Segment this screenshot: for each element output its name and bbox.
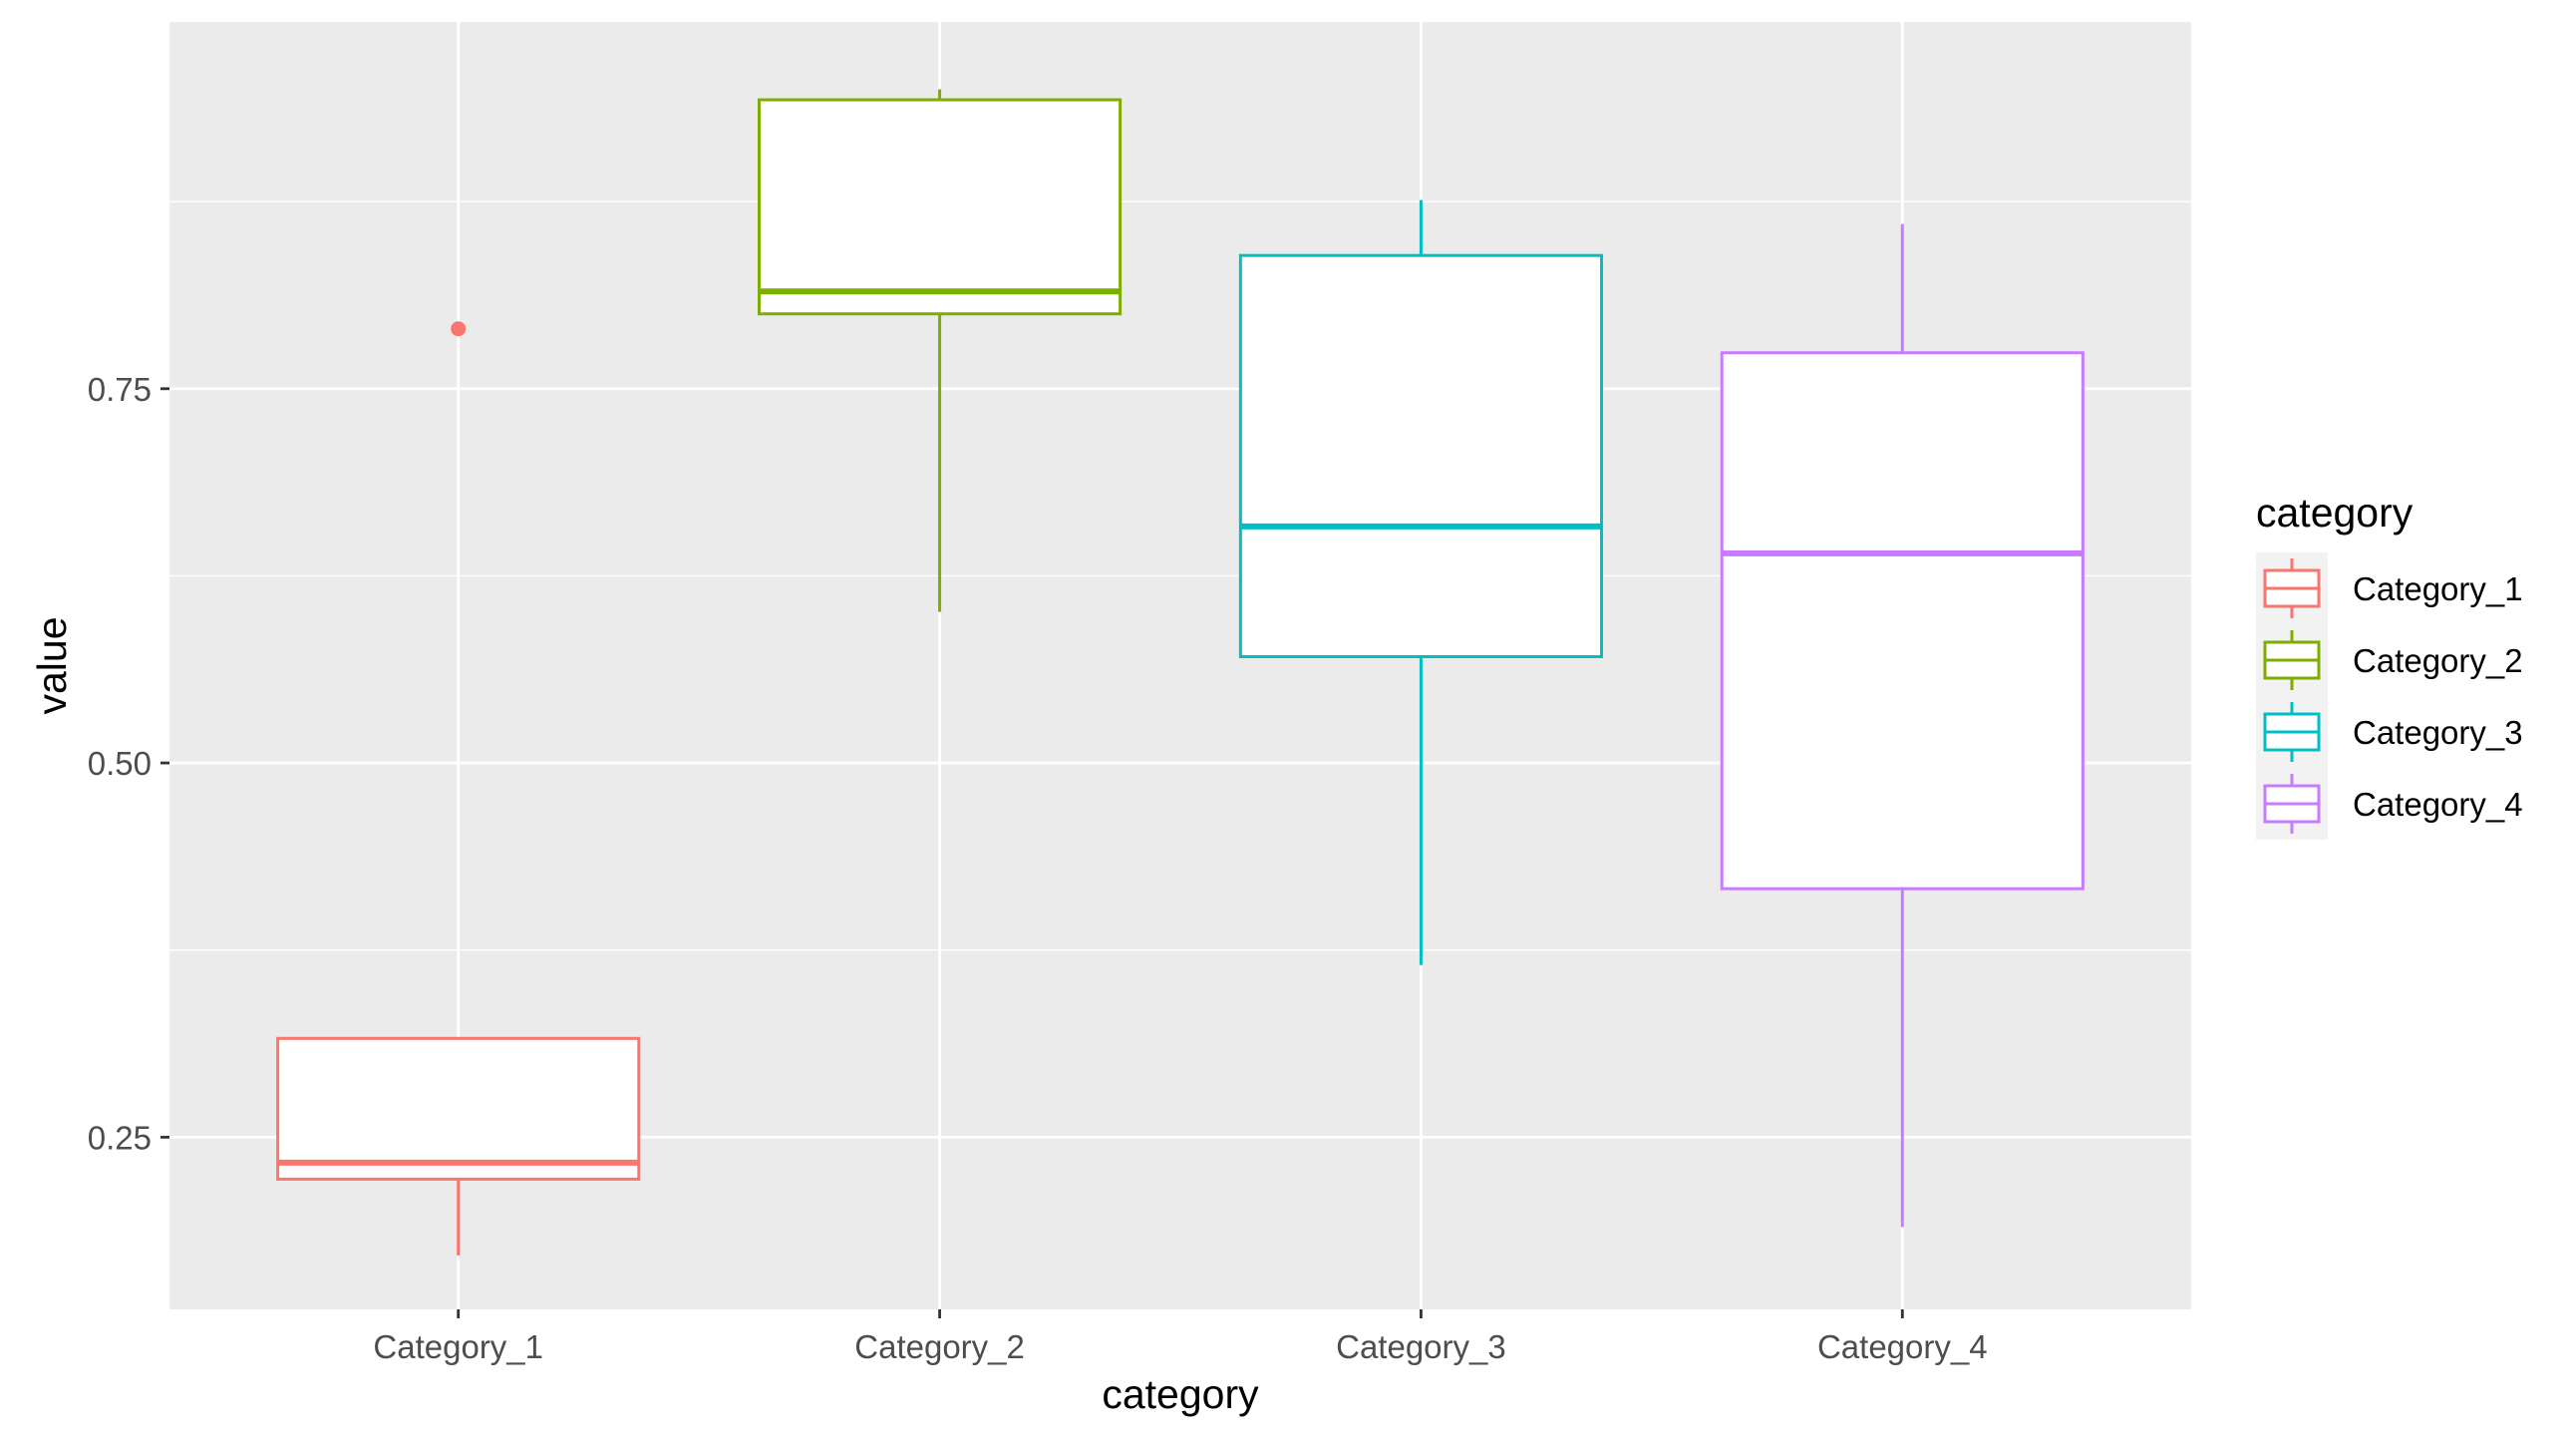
box-category-3	[1238, 199, 1604, 965]
legend-item: Category_2	[2263, 630, 2523, 690]
x-tick-label: Category_3	[1336, 1328, 1506, 1365]
legend-item: Category_1	[2263, 558, 2523, 618]
box-iqr	[1720, 351, 2085, 891]
x-tick-label: Category_1	[373, 1328, 543, 1365]
y-axis: 0.25 0.50 0.75	[88, 371, 169, 1156]
box-iqr	[758, 98, 1123, 316]
y-tick-label: 0.75	[88, 371, 152, 408]
box-category-4	[1720, 223, 2085, 1228]
legend-label: Category_1	[2353, 570, 2523, 607]
boxes	[276, 89, 2085, 1256]
box-category-1	[276, 321, 641, 1256]
x-axis-title: category	[1102, 1371, 1259, 1417]
legend-label: Category_3	[2353, 714, 2523, 751]
y-tick-label: 0.50	[88, 745, 152, 782]
outlier-point	[451, 321, 467, 337]
x-axis: Category_1 Category_2 Category_3 Category_4	[373, 1309, 1988, 1365]
box-category-2	[758, 89, 1123, 612]
box-iqr	[1238, 253, 1604, 658]
legend-title: category	[2256, 490, 2414, 536]
legend-items: Category_1 Category_2 Category_3 Category_4	[2263, 558, 2523, 834]
box-iqr	[276, 1036, 641, 1181]
legend-item: Category_3	[2263, 702, 2523, 762]
y-axis-title: value	[29, 616, 75, 714]
legend: category Category_1Category_2Category_3C…	[2256, 490, 2523, 840]
legend-label: Category_2	[2353, 642, 2523, 679]
y-tick-label: 0.25	[88, 1119, 152, 1156]
x-tick-label: Category_4	[1817, 1328, 1988, 1365]
legend-item: Category_4	[2263, 774, 2523, 834]
x-tick-label: Category_2	[854, 1328, 1025, 1365]
legend-label: Category_4	[2353, 786, 2523, 823]
